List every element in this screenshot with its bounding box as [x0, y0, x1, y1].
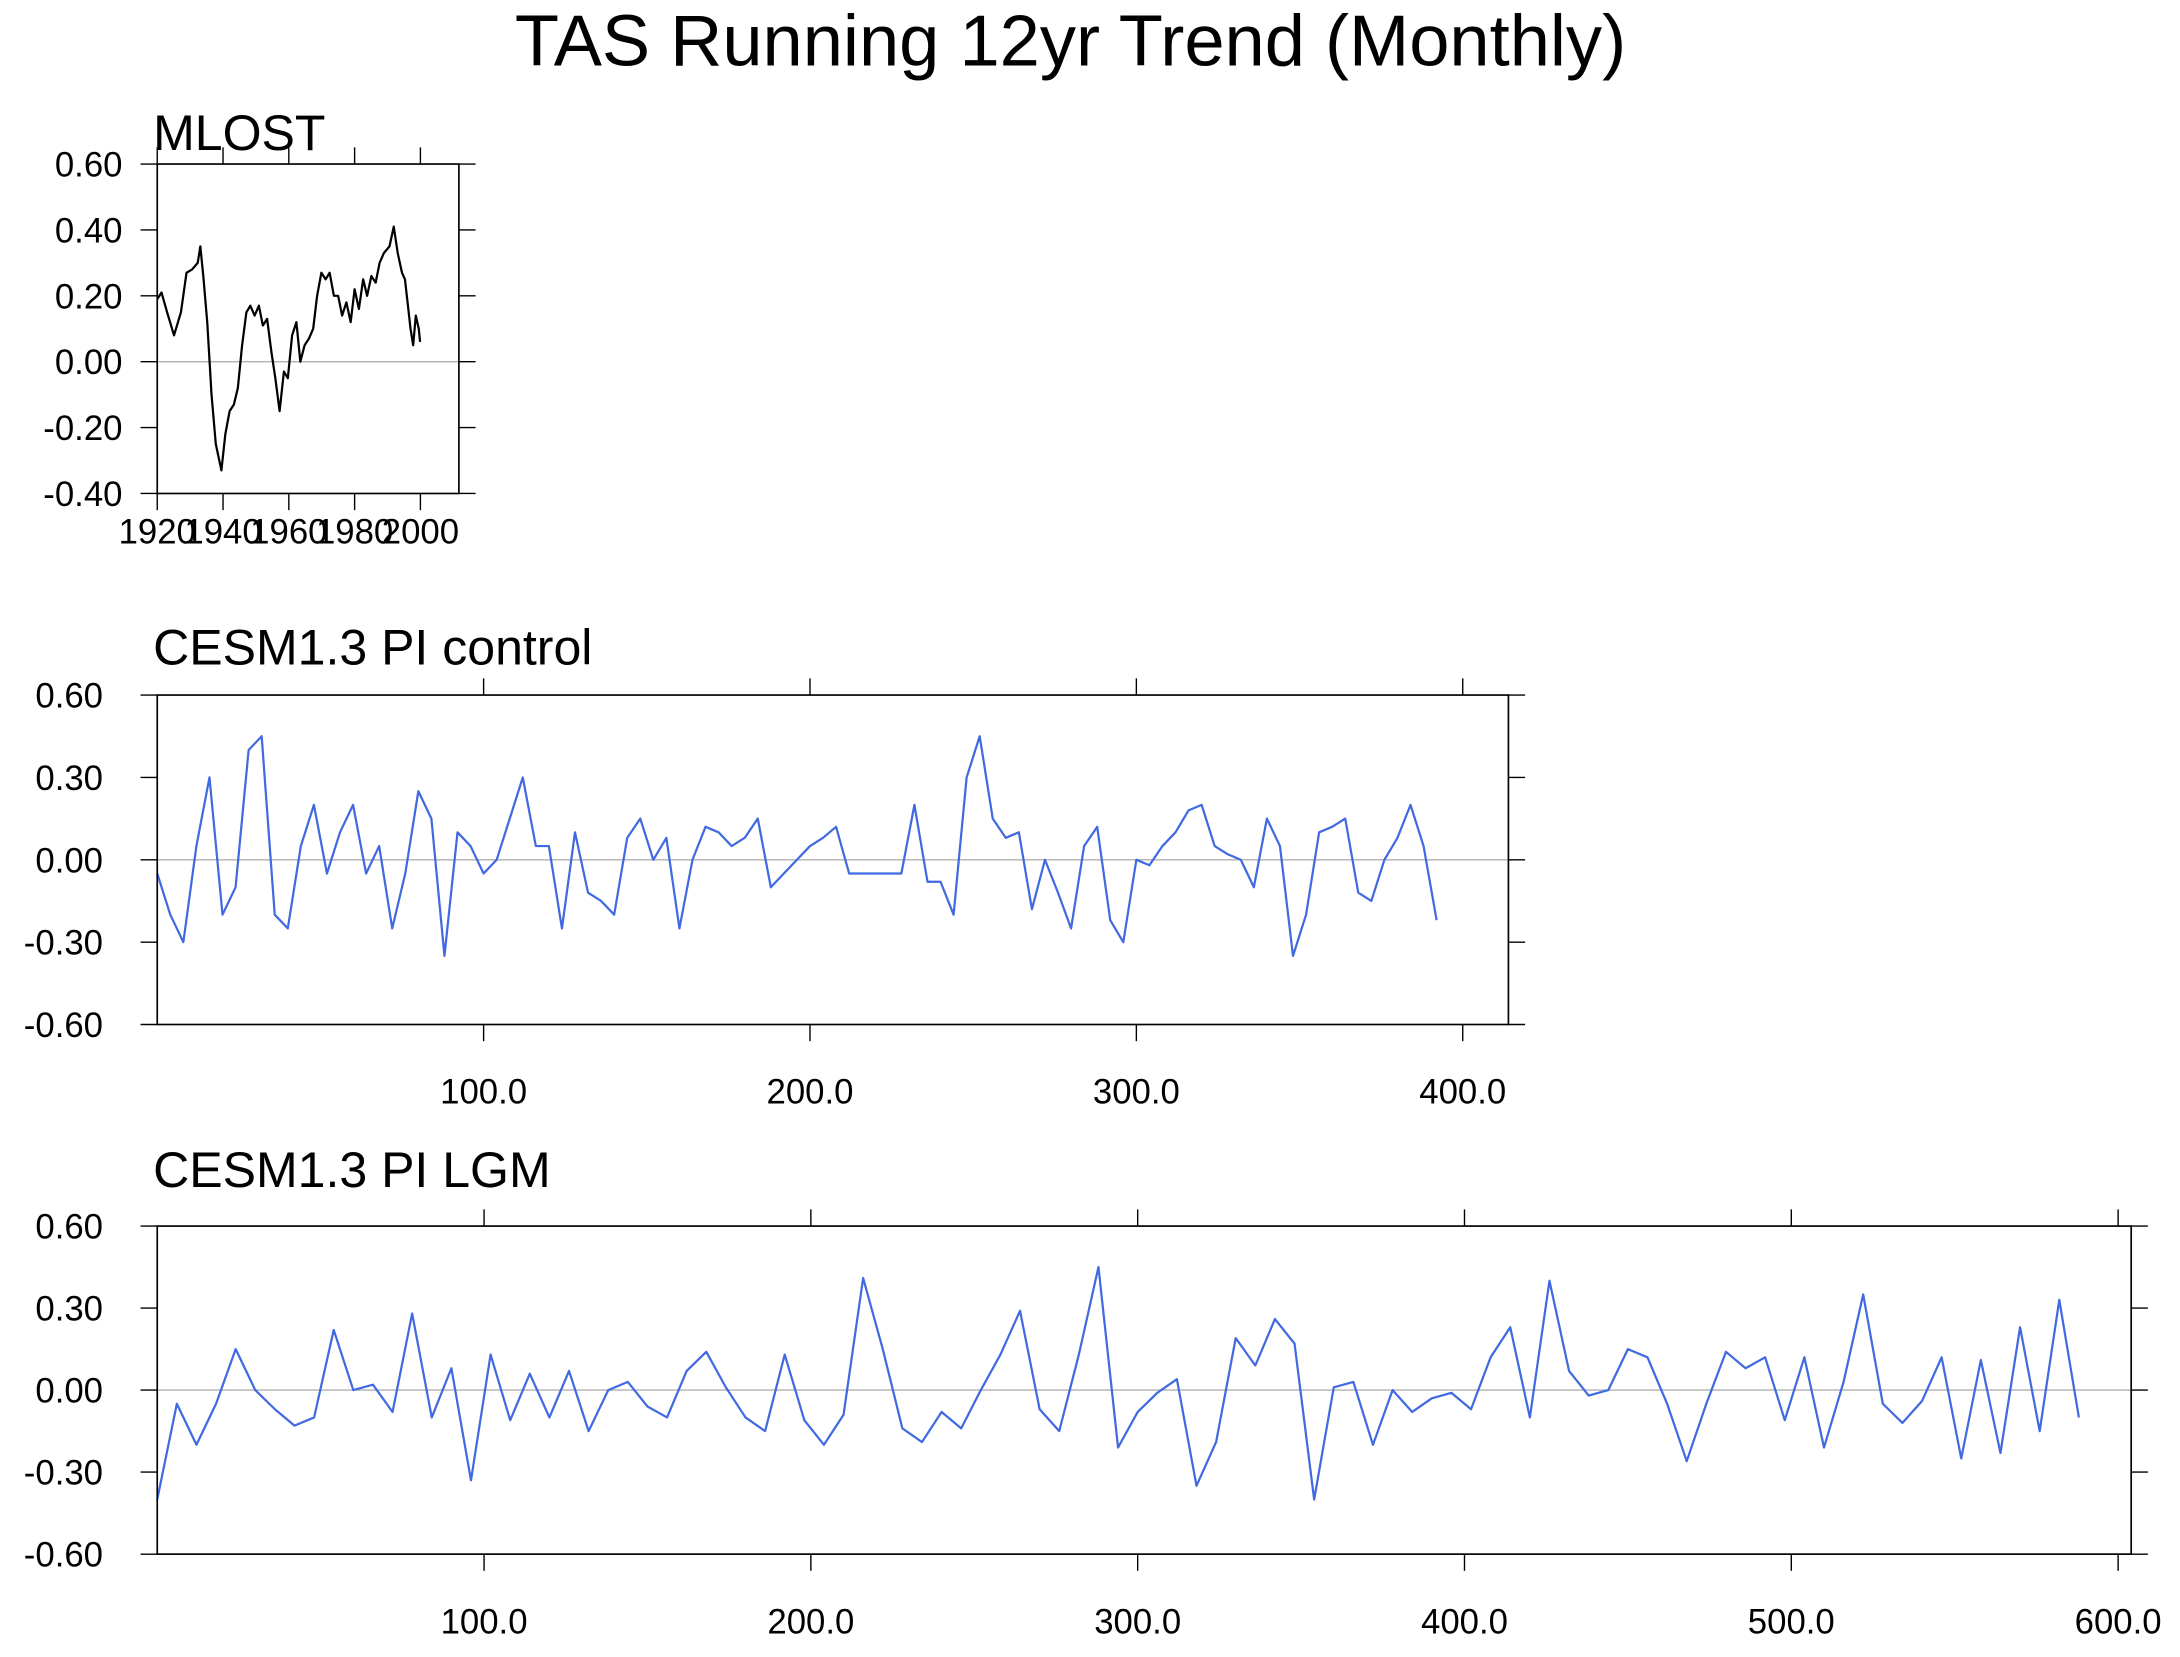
panel-title: MLOST: [153, 105, 325, 161]
figure-title: TAS Running 12yr Trend (Monthly): [515, 1, 1626, 81]
data-line: [156, 225, 422, 472]
y-tick-label: -0.30: [24, 1455, 103, 1493]
x-tick-label: 100.0: [440, 1074, 527, 1112]
y-tick-label: 0.00: [35, 1373, 103, 1411]
plot-frame: [156, 163, 460, 495]
y-tick-label: 0.60: [35, 678, 103, 716]
y-tick-label: 0.00: [55, 344, 123, 382]
y-tick-label: -0.60: [24, 1537, 103, 1575]
y-tick-label: 0.00: [35, 842, 103, 880]
x-tick-label: 300.0: [1094, 1603, 1181, 1641]
x-tick-label: 600.0: [2075, 1603, 2162, 1641]
data-line: [156, 1265, 2080, 1501]
y-tick-label: -0.30: [24, 925, 103, 963]
y-tick-label: 0.60: [35, 1209, 103, 1247]
y-tick-label: -0.20: [43, 410, 122, 448]
y-tick-label: 0.30: [35, 1291, 103, 1329]
data-line: [156, 735, 1438, 957]
x-tick-label: 2000: [382, 514, 459, 552]
x-tick-label: 200.0: [767, 1603, 854, 1641]
y-tick-label: -0.40: [43, 476, 122, 514]
plot-frame: [156, 694, 1510, 1026]
plot-frame: [156, 1225, 2133, 1555]
x-tick-label: 300.0: [1093, 1074, 1180, 1112]
x-tick-label: 1960: [250, 514, 327, 552]
y-tick-label: 0.20: [55, 278, 123, 316]
y-tick-label: 0.60: [55, 147, 123, 185]
x-tick-label: 100.0: [441, 1603, 528, 1641]
x-tick-label: 1920: [119, 514, 196, 552]
x-tick-label: 1980: [316, 514, 393, 552]
panel-title: CESM1.3 PI control: [153, 619, 592, 675]
x-tick-label: 200.0: [767, 1074, 854, 1112]
panel-title: CESM1.3 PI LGM: [153, 1142, 551, 1198]
x-tick-label: 1940: [184, 514, 261, 552]
x-tick-label: 500.0: [1748, 1603, 1835, 1641]
y-tick-label: -0.60: [24, 1007, 103, 1045]
y-tick-label: 0.40: [55, 212, 123, 250]
x-tick-label: 400.0: [1419, 1074, 1506, 1112]
x-tick-label: 400.0: [1421, 1603, 1508, 1641]
y-tick-label: 0.30: [35, 760, 103, 798]
